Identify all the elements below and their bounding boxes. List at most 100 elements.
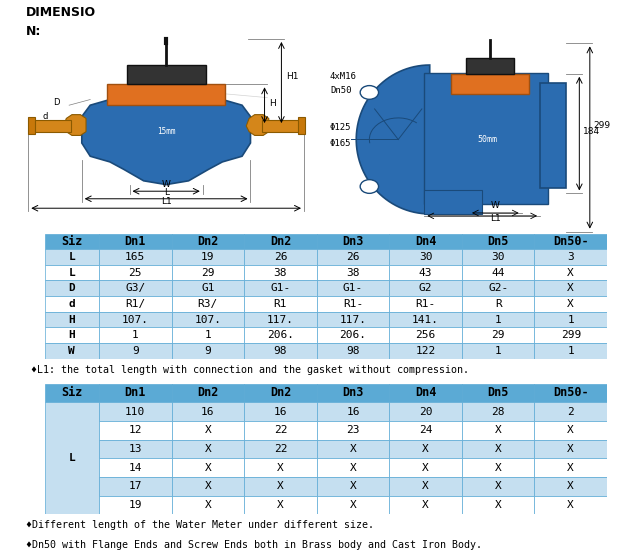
FancyBboxPatch shape	[462, 458, 534, 477]
Text: Dn1: Dn1	[125, 386, 146, 399]
FancyBboxPatch shape	[127, 66, 206, 85]
FancyBboxPatch shape	[466, 58, 514, 74]
Text: 17: 17	[128, 481, 142, 492]
Text: 14: 14	[128, 463, 142, 473]
Text: Siz: Siz	[61, 386, 82, 399]
FancyBboxPatch shape	[172, 327, 244, 343]
Text: Dn2: Dn2	[197, 235, 219, 248]
Text: 13: 13	[128, 444, 142, 454]
Text: 22: 22	[273, 444, 287, 454]
Text: Dn5: Dn5	[488, 235, 509, 248]
Text: X: X	[495, 463, 502, 473]
Text: Dn1: Dn1	[125, 235, 146, 248]
Text: Siz: Siz	[61, 235, 82, 248]
FancyBboxPatch shape	[317, 403, 389, 421]
FancyBboxPatch shape	[45, 403, 99, 514]
Text: 50mm: 50mm	[477, 135, 498, 144]
FancyBboxPatch shape	[462, 249, 534, 265]
Text: X: X	[567, 299, 574, 309]
Text: Dn4: Dn4	[415, 235, 436, 248]
FancyBboxPatch shape	[31, 120, 70, 132]
Text: D: D	[68, 283, 75, 293]
Text: Dn4: Dn4	[415, 386, 436, 399]
Text: Φ125: Φ125	[330, 123, 351, 132]
Text: X: X	[204, 444, 212, 454]
FancyBboxPatch shape	[317, 234, 389, 249]
Text: Dn3: Dn3	[343, 235, 364, 248]
FancyBboxPatch shape	[99, 265, 172, 280]
FancyBboxPatch shape	[172, 343, 244, 359]
FancyBboxPatch shape	[317, 440, 389, 458]
FancyBboxPatch shape	[389, 234, 462, 249]
FancyBboxPatch shape	[298, 117, 305, 135]
Text: 1: 1	[567, 346, 574, 356]
Text: X: X	[277, 463, 284, 473]
Text: 1: 1	[132, 330, 139, 340]
FancyBboxPatch shape	[45, 280, 99, 296]
Text: 38: 38	[346, 267, 360, 277]
Text: 1: 1	[495, 315, 502, 325]
FancyBboxPatch shape	[172, 440, 244, 458]
FancyBboxPatch shape	[172, 458, 244, 477]
Text: X: X	[422, 463, 429, 473]
FancyBboxPatch shape	[45, 265, 99, 280]
FancyBboxPatch shape	[244, 265, 317, 280]
Text: R3/: R3/	[197, 299, 218, 309]
Text: 4xM16: 4xM16	[330, 72, 357, 81]
FancyBboxPatch shape	[99, 421, 172, 440]
Polygon shape	[424, 190, 482, 214]
Text: H: H	[68, 330, 75, 340]
Text: 30: 30	[419, 252, 433, 262]
Text: 29: 29	[491, 330, 505, 340]
FancyBboxPatch shape	[45, 296, 99, 312]
FancyBboxPatch shape	[45, 234, 99, 249]
FancyBboxPatch shape	[262, 120, 301, 132]
Text: 26: 26	[273, 252, 287, 262]
Text: 1: 1	[495, 346, 502, 356]
Text: Dn2: Dn2	[270, 235, 291, 248]
FancyBboxPatch shape	[172, 249, 244, 265]
Text: H: H	[68, 315, 75, 325]
Text: G1: G1	[201, 283, 215, 293]
Text: X: X	[495, 500, 502, 510]
Text: 206.: 206.	[339, 330, 367, 340]
Text: 1: 1	[204, 330, 212, 340]
FancyBboxPatch shape	[462, 234, 534, 249]
FancyBboxPatch shape	[389, 327, 462, 343]
FancyBboxPatch shape	[244, 440, 317, 458]
Text: 107.: 107.	[194, 315, 221, 325]
Text: L: L	[164, 188, 169, 197]
FancyBboxPatch shape	[99, 403, 172, 421]
FancyBboxPatch shape	[317, 296, 389, 312]
FancyBboxPatch shape	[99, 327, 172, 343]
FancyBboxPatch shape	[450, 74, 530, 95]
FancyBboxPatch shape	[172, 234, 244, 249]
FancyBboxPatch shape	[389, 384, 462, 403]
Text: 19: 19	[201, 252, 215, 262]
Text: 16: 16	[273, 406, 287, 416]
Text: 15mm: 15mm	[157, 127, 175, 136]
FancyBboxPatch shape	[45, 327, 99, 343]
Text: 12: 12	[128, 425, 142, 435]
FancyBboxPatch shape	[462, 327, 534, 343]
Text: X: X	[204, 425, 212, 435]
FancyBboxPatch shape	[244, 296, 317, 312]
FancyBboxPatch shape	[534, 280, 607, 296]
FancyBboxPatch shape	[99, 458, 172, 477]
Text: Dn3: Dn3	[343, 386, 364, 399]
FancyBboxPatch shape	[534, 234, 607, 249]
FancyBboxPatch shape	[462, 265, 534, 280]
Text: X: X	[277, 500, 284, 510]
FancyBboxPatch shape	[317, 280, 389, 296]
Text: 206.: 206.	[267, 330, 294, 340]
FancyBboxPatch shape	[534, 477, 607, 495]
FancyBboxPatch shape	[99, 384, 172, 403]
Text: X: X	[495, 444, 502, 454]
Text: 98: 98	[346, 346, 360, 356]
Text: X: X	[422, 500, 429, 510]
FancyBboxPatch shape	[389, 249, 462, 265]
Text: 24: 24	[419, 425, 433, 435]
Text: R1-: R1-	[415, 299, 436, 309]
Text: 1: 1	[567, 315, 574, 325]
Text: L1: L1	[490, 214, 501, 224]
